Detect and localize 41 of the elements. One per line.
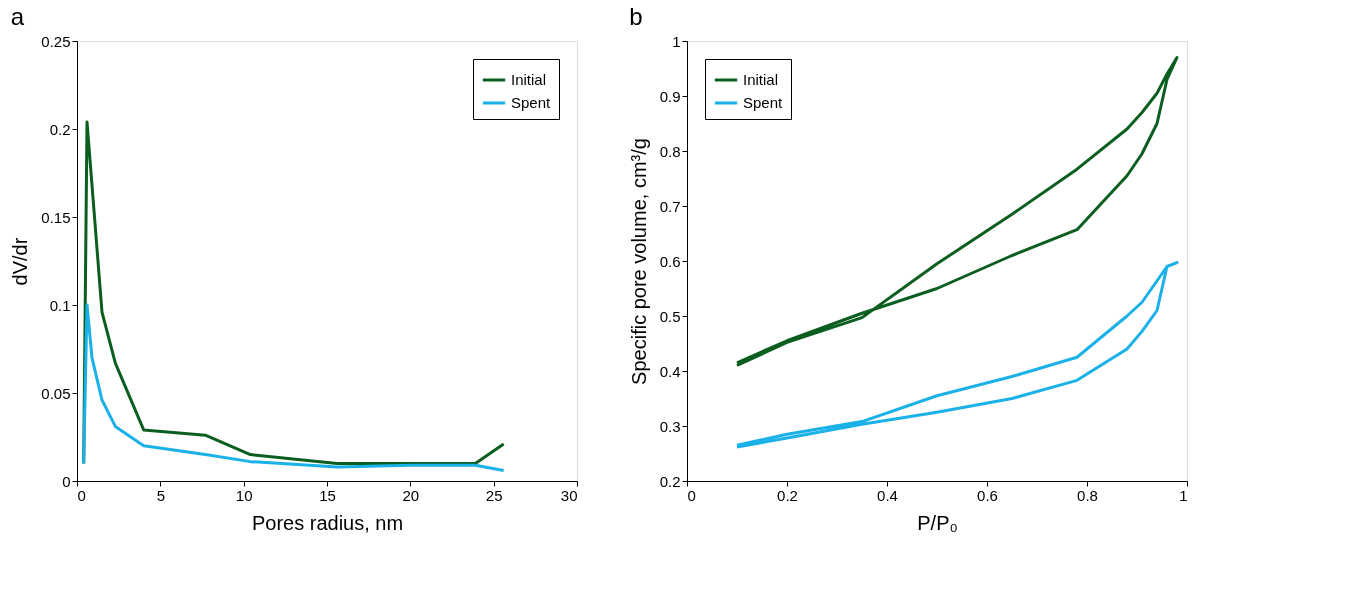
x-tick-label: 10 [235,486,253,504]
x-tick-label: 25 [485,486,503,504]
y-tick-label: 0.7 [659,197,681,215]
line-series [735,56,1179,367]
y-tick-label: 0.2 [49,120,71,138]
line-series [82,303,506,472]
chart-title: b [629,3,643,30]
x-tick-label: 0.2 [777,486,798,504]
y-tick-label: 0.2 [659,472,681,490]
y-tick-label: 0.3 [659,417,681,435]
y-tick-label: 0.4 [659,362,681,380]
y-tick-label: 0.05 [41,384,71,402]
y-tick-label: 0.5 [659,307,681,325]
line-series [735,261,1179,449]
y-tick-label: 0.25 [41,32,71,50]
x-tick-label: 0 [687,486,696,504]
x-tick-label: 20 [402,486,420,504]
legend-label: Spent [743,94,784,111]
x-tick-label: 30 [560,486,578,504]
x-tick-label: 5 [156,486,166,504]
y-axis-title: Specific pore volume, cm³/g [627,138,650,385]
y-tick-label: 0.8 [659,142,681,160]
x-tick-label: 0.4 [877,486,898,504]
y-tick-label: 1 [672,32,681,50]
x-tick-label: 1 [1179,486,1188,504]
x-axis-title: P/P₀ [917,511,958,534]
x-tick-label: 0.8 [1077,486,1098,504]
x-tick-label: 15 [319,486,336,504]
legend-label: Initial [743,71,779,88]
y-axis-title: dV/dr [9,237,32,286]
chart-title: a [10,3,25,30]
y-tick-label: 0.9 [659,87,681,105]
y-tick-label: 0 [62,472,71,490]
legend-label: Spent [511,94,552,111]
x-tick-label: 0.6 [977,486,998,504]
y-tick-label: 0.1 [49,296,71,314]
legend-label: Initial [511,71,547,88]
x-axis-title: Pores radius, nm [251,511,404,534]
y-tick-label: 0.6 [659,252,681,270]
x-tick-label: 0 [77,486,86,504]
y-tick-label: 0.15 [41,208,71,226]
